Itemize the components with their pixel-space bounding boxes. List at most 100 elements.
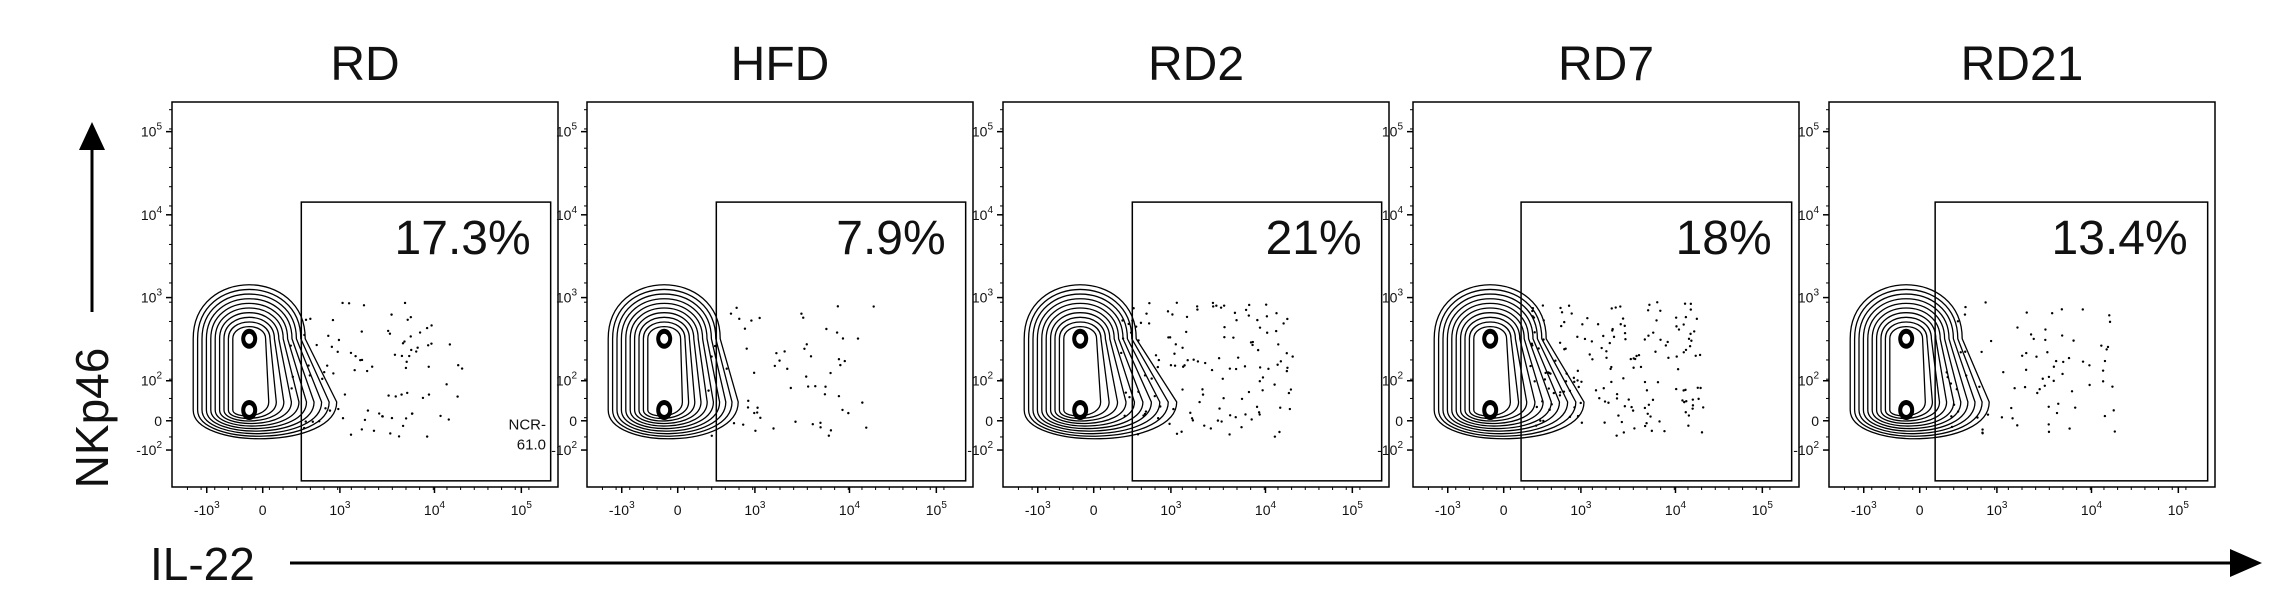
event-dot xyxy=(1572,376,1576,380)
event-dot xyxy=(1687,337,1691,341)
event-dot xyxy=(430,342,433,345)
event-dot xyxy=(1217,357,1221,360)
event-dot xyxy=(1258,326,1262,329)
y-tick-label: 105 xyxy=(1798,122,1820,140)
event-dot xyxy=(1689,332,1692,336)
corner-label: 61.0 xyxy=(517,436,546,453)
density-core-center xyxy=(245,405,254,415)
event-dot xyxy=(1559,306,1562,310)
event-dot xyxy=(2052,379,2055,383)
event-dot xyxy=(1608,341,1611,345)
contour-line xyxy=(647,326,684,417)
y-tick-label: -102 xyxy=(551,440,577,458)
event-dot xyxy=(2068,427,2071,430)
event-dot xyxy=(1611,327,1614,331)
contour-line xyxy=(1442,293,1569,435)
event-dot xyxy=(819,426,822,429)
x-axis-group: IL-22 xyxy=(150,538,2262,590)
event-dot xyxy=(1573,380,1576,384)
event-dot xyxy=(805,343,808,346)
event-dot xyxy=(1181,346,1184,349)
event-dot xyxy=(1650,429,1654,433)
event-dot xyxy=(1195,305,1199,308)
event-dot xyxy=(2088,364,2091,367)
y-tick-label: 102 xyxy=(141,371,163,389)
event-dot xyxy=(1568,415,1572,419)
event-dot xyxy=(710,355,713,358)
event-dot xyxy=(1276,363,1279,366)
event-dot xyxy=(1946,375,1949,379)
y-tick-label: 103 xyxy=(972,288,994,306)
event-dot xyxy=(349,351,353,355)
event-dot xyxy=(811,423,814,426)
event-dot xyxy=(1203,361,1207,365)
event-dot xyxy=(400,354,404,358)
panel: HFD 105 104 103 102 0 -102 -103 0 103 104 105 7.9% xyxy=(551,38,974,518)
event-dot xyxy=(1605,356,1608,359)
event-dot xyxy=(353,368,356,372)
panel-title: RD xyxy=(330,38,399,91)
event-dot xyxy=(370,365,374,368)
event-dot xyxy=(1663,429,1666,433)
contour-line xyxy=(1880,316,1941,422)
event-dot xyxy=(1265,315,1269,318)
y-tick-label: 0 xyxy=(154,413,162,429)
event-dot xyxy=(1643,424,1647,428)
event-dot xyxy=(1652,331,1655,334)
event-dot xyxy=(2047,375,2051,379)
contour-line xyxy=(1858,293,1976,435)
x-tick-label: -103 xyxy=(1025,500,1051,518)
event-dot xyxy=(1564,347,1567,350)
event-dot xyxy=(1289,388,1293,391)
y-tick-label: -102 xyxy=(1377,440,1403,458)
event-dot xyxy=(837,394,841,398)
event-dot xyxy=(2023,385,2027,389)
event-dot xyxy=(1637,353,1641,357)
event-dot xyxy=(1232,336,1235,339)
event-dot xyxy=(1120,351,1123,355)
event-dot xyxy=(829,371,832,375)
event-dot xyxy=(291,375,295,379)
event-dot xyxy=(1285,369,1289,373)
y-tick-label: 0 xyxy=(569,413,577,429)
event-dot xyxy=(1683,302,1687,305)
event-dot xyxy=(1541,400,1544,403)
contour-line xyxy=(227,321,277,420)
event-dot xyxy=(841,337,845,340)
event-dot xyxy=(1228,367,1232,370)
event-dot xyxy=(773,364,777,368)
contour-line xyxy=(629,307,708,427)
event-dot xyxy=(2103,359,2107,363)
event-dot xyxy=(1128,395,1131,399)
event-dot xyxy=(2047,423,2050,426)
event-dot xyxy=(408,354,411,358)
event-dot xyxy=(447,418,450,421)
event-dot xyxy=(343,393,347,396)
event-dot xyxy=(2088,383,2091,387)
event-dot xyxy=(1615,392,1619,396)
event-dot xyxy=(803,347,806,350)
event-dot xyxy=(349,433,353,436)
event-dot xyxy=(1124,391,1128,394)
contour-line xyxy=(1049,312,1127,425)
event-dot xyxy=(1659,309,1662,312)
event-dot xyxy=(1243,365,1247,368)
contour-line xyxy=(1875,312,1948,425)
event-dot xyxy=(758,316,761,320)
event-dot xyxy=(289,344,292,347)
event-dot xyxy=(1132,307,1135,310)
event-dot xyxy=(1598,397,1601,400)
event-dot xyxy=(1576,335,1579,339)
event-dot xyxy=(1623,331,1627,335)
event-dot xyxy=(2041,377,2044,380)
event-dot xyxy=(1688,344,1692,348)
event-dot xyxy=(1156,417,1160,420)
event-dot xyxy=(1234,367,1238,371)
event-dot xyxy=(1633,427,1636,430)
event-dot xyxy=(1156,365,1160,369)
contour-line xyxy=(1862,298,1969,432)
event-dot xyxy=(725,367,728,370)
y-axis-group: NKp46 xyxy=(66,122,118,488)
event-dot xyxy=(1535,405,1539,409)
event-dot xyxy=(317,420,321,423)
